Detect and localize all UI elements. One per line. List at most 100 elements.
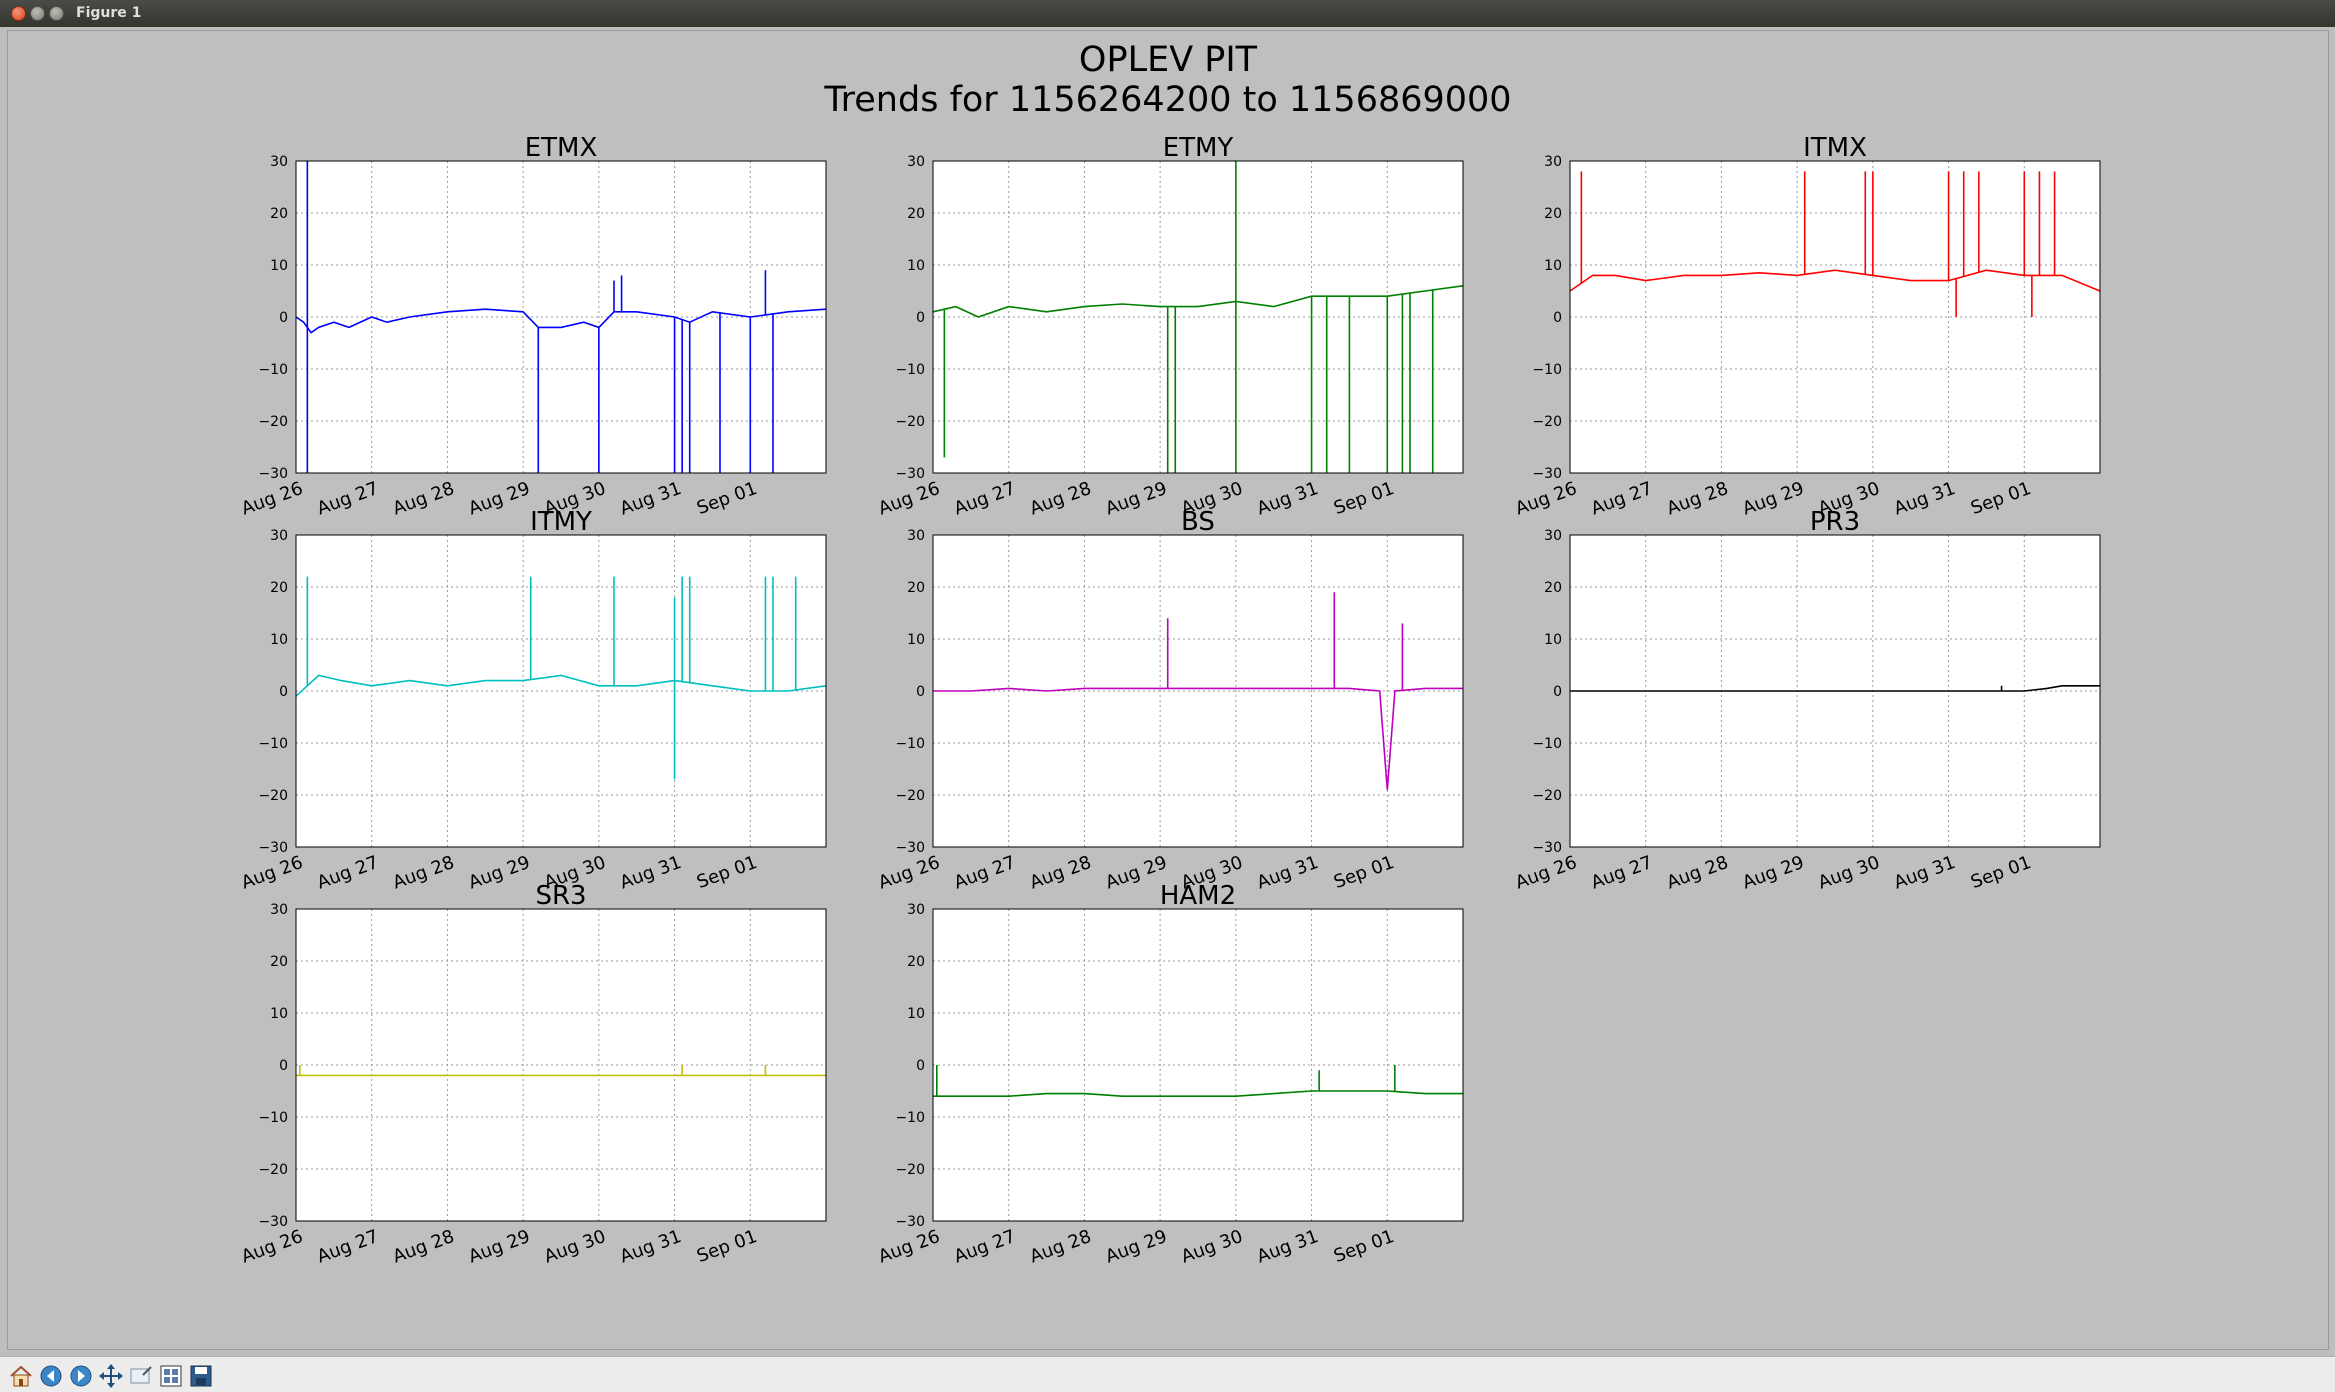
axes-frame [295, 160, 827, 474]
series-line [933, 1090, 1463, 1097]
home-icon[interactable] [8, 1363, 34, 1389]
y-tick-label: −20 [1532, 414, 1562, 430]
series-line [295, 308, 827, 334]
pan-icon[interactable] [98, 1363, 124, 1389]
subplot-title: ETMX [525, 133, 598, 163]
configure-subplots-icon[interactable] [158, 1363, 184, 1389]
y-tick-label: 10 [270, 1006, 288, 1022]
figure-title: OPLEV PIT [1079, 40, 1258, 80]
axes-frame [932, 534, 1464, 848]
window-title: Figure 1 [76, 5, 142, 21]
series-line [295, 674, 827, 697]
y-tick-label: −30 [258, 466, 288, 482]
y-tick-label: −30 [1532, 466, 1562, 482]
x-tick-label: Aug 28 [1664, 478, 1731, 520]
y-tick-label: 20 [907, 954, 925, 970]
x-tick-label: Aug 28 [1664, 852, 1731, 894]
y-tick-label: 10 [270, 632, 288, 648]
x-tick-label: Aug 26 [239, 478, 306, 520]
x-tick-label: Aug 28 [1027, 852, 1094, 894]
series-line [1570, 684, 2100, 692]
y-tick-label: 20 [907, 206, 925, 222]
x-tick-label: Sep 01 [694, 1226, 760, 1267]
x-tick-label: Sep 01 [1968, 852, 2034, 893]
series-line [933, 687, 1463, 790]
figure-canvas[interactable]: OPLEV PIT Trends for 1156264200 to 11568… [7, 30, 2329, 1350]
x-tick-label: Aug 27 [1588, 852, 1655, 894]
x-tick-label: Sep 01 [1968, 478, 2034, 519]
y-tick-label: 30 [907, 902, 925, 918]
figure: OPLEV PIT Trends for 1156264200 to 11568… [239, 40, 2101, 1268]
y-tick-label: 10 [1544, 258, 1562, 274]
axes-frame [1569, 160, 2101, 474]
x-tick-label: Aug 29 [1103, 478, 1170, 520]
x-tick-label: Sep 01 [1331, 1226, 1397, 1267]
x-tick-label: Aug 28 [1027, 1226, 1094, 1268]
y-tick-label: −10 [1532, 362, 1562, 378]
y-tick-label: −20 [258, 1162, 288, 1178]
x-tick-label: Aug 27 [951, 1226, 1018, 1268]
y-tick-label: −20 [895, 414, 925, 430]
x-tick-label: Aug 28 [390, 852, 457, 894]
y-tick-label: 20 [270, 206, 288, 222]
y-tick-label: 0 [279, 310, 288, 326]
y-tick-label: 10 [1544, 632, 1562, 648]
y-tick-label: −10 [895, 1110, 925, 1126]
x-tick-label: Aug 27 [314, 1226, 381, 1268]
y-tick-label: 0 [916, 1058, 925, 1074]
y-tick-label: −30 [1532, 840, 1562, 856]
y-tick-label: −10 [258, 736, 288, 752]
y-tick-label: 30 [907, 528, 925, 544]
close-window-button[interactable] [11, 6, 26, 21]
y-tick-label: 10 [907, 1006, 925, 1022]
series-line [1569, 269, 2101, 292]
axes-frame [295, 534, 827, 848]
back-icon[interactable] [38, 1363, 64, 1389]
x-tick-label: Aug 30 [541, 1226, 608, 1268]
x-tick-label: Aug 29 [1740, 852, 1807, 894]
series-line [932, 285, 1464, 318]
x-tick-label: Aug 27 [1588, 478, 1655, 520]
axes-frame [932, 160, 1464, 474]
y-tick-label: −10 [258, 362, 288, 378]
y-tick-label: 20 [270, 580, 288, 596]
minimize-window-button[interactable] [30, 6, 45, 21]
x-tick-label: Aug 31 [1891, 852, 1958, 894]
x-tick-label: Aug 27 [951, 852, 1018, 894]
x-tick-label: Aug 28 [390, 478, 457, 520]
x-tick-label: Aug 26 [876, 852, 943, 894]
y-tick-label: −30 [258, 1214, 288, 1230]
y-tick-label: 30 [907, 154, 925, 170]
forward-icon[interactable] [68, 1363, 94, 1389]
x-tick-label: Aug 30 [1178, 1226, 1245, 1268]
subplot-title: HAM2 [1160, 881, 1236, 911]
zoom-icon[interactable] [128, 1363, 154, 1389]
x-tick-label: Aug 29 [466, 852, 533, 894]
subplot-title: PR3 [1810, 507, 1860, 537]
x-tick-label: Aug 31 [1254, 852, 1321, 894]
x-tick-label: Sep 01 [694, 852, 760, 893]
y-tick-label: −10 [1532, 736, 1562, 752]
y-tick-label: 30 [1544, 528, 1562, 544]
y-tick-label: −10 [895, 736, 925, 752]
figure-subtitle: Trends for 1156264200 to 1156869000 [823, 80, 1511, 120]
x-tick-label: Aug 27 [314, 852, 381, 894]
y-tick-label: 0 [279, 1058, 288, 1074]
y-tick-label: −10 [258, 1110, 288, 1126]
subplot-title: SR3 [535, 881, 586, 911]
maximize-window-button[interactable] [49, 6, 64, 21]
x-tick-label: Aug 31 [617, 478, 684, 520]
x-tick-label: Sep 01 [1331, 852, 1397, 893]
axes-frame [295, 908, 827, 1222]
x-tick-label: Aug 31 [1254, 478, 1321, 520]
x-tick-label: Aug 26 [1513, 478, 1580, 520]
y-tick-label: 10 [907, 632, 925, 648]
save-icon[interactable] [188, 1363, 214, 1389]
y-tick-label: 10 [270, 258, 288, 274]
y-tick-label: 10 [907, 258, 925, 274]
plot-toolbar [0, 1356, 2335, 1392]
